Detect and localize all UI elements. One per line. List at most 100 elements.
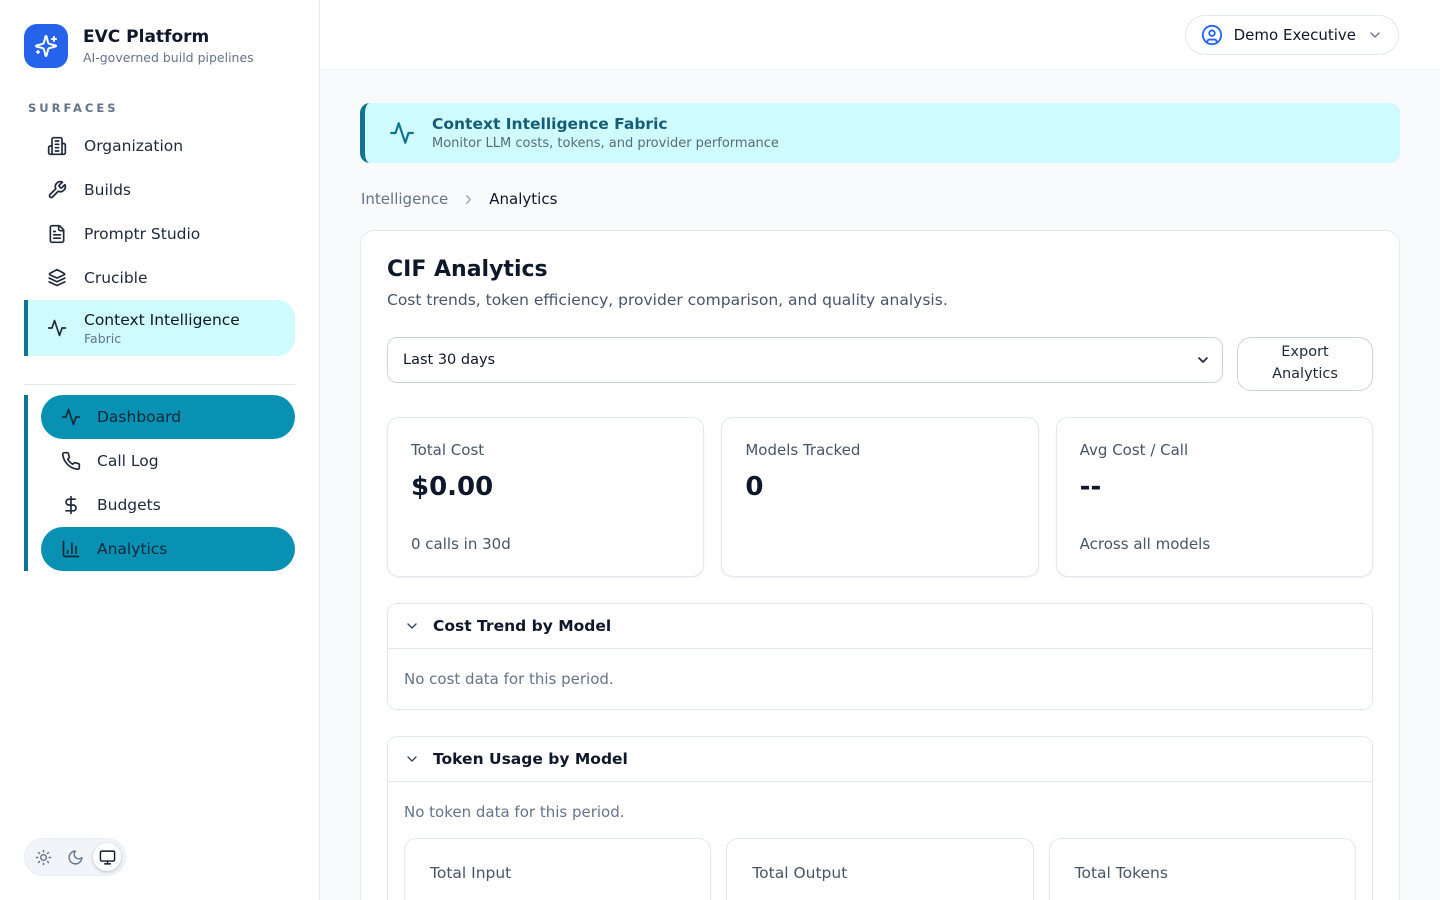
brand-name: EVC Platform — [83, 27, 210, 47]
sidebar-item-organization[interactable]: Organization — [24, 124, 295, 168]
brand-text: EVC Platform AI-governed build pipelines — [83, 27, 254, 65]
activity-icon — [389, 120, 415, 146]
stat-label: Models Tracked — [745, 440, 861, 459]
wrench-icon — [47, 180, 67, 200]
sidebar-item-promptr-studio[interactable]: Promptr Studio — [24, 212, 295, 256]
user-circle-icon — [1201, 24, 1223, 46]
date-range-select-wrap: Last 30 days — [387, 337, 1223, 391]
sidebar-item-label: Dashboard — [97, 408, 182, 426]
empty-state-message: No token data for this period. — [404, 802, 625, 821]
date-range-select[interactable]: Last 30 days — [387, 337, 1223, 383]
stat-label: Total Cost — [411, 440, 485, 459]
sidebar-item-sublabel: Fabric — [84, 330, 122, 346]
brand: EVC Platform AI-governed build pipelines — [0, 0, 319, 92]
token-usage-section: Token Usage by Model No token data for t… — [387, 735, 1373, 900]
sidebar-divider — [24, 384, 295, 385]
dollar-icon — [61, 495, 81, 515]
stat-card-total-tokens: Total Tokens 0 — [1048, 837, 1356, 900]
stat-value: $0.00 — [411, 471, 494, 502]
monitor-icon — [99, 849, 116, 866]
sidebar: EVC Platform AI-governed build pipelines… — [0, 0, 320, 900]
theme-dark-button[interactable] — [61, 843, 89, 871]
banner-title: Context Intelligence Fabric — [432, 115, 668, 133]
stat-card-avg-cost-per-call: Avg Cost / Call -- Across all models — [1055, 416, 1373, 577]
user-menu-label: Demo Executive — [1233, 25, 1356, 44]
page-content: Context Intelligence Fabric Monitor LLM … — [320, 70, 1440, 900]
bar-chart-icon — [61, 539, 81, 559]
banner-subtitle: Monitor LLM costs, tokens, and provider … — [432, 136, 779, 151]
token-usage-section-header[interactable]: Token Usage by Model — [388, 737, 1372, 782]
sidebar-item-label: Promptr Studio — [84, 225, 201, 243]
stat-note: Across all models — [1079, 534, 1211, 553]
analytics-controls: Last 30 days Export Analytics — [387, 337, 1373, 391]
sidebar-item-label: Crucible — [84, 269, 148, 287]
stat-cards: Total Cost $0.00 0 calls in 30d Models T… — [387, 416, 1373, 577]
theme-light-button[interactable] — [29, 843, 57, 871]
activity-icon — [61, 407, 81, 427]
stat-value: 0 — [1075, 897, 1330, 900]
sidebar-item-label: Builds — [84, 181, 131, 199]
breadcrumb: Intelligence Analytics — [361, 190, 1399, 208]
token-stat-cards: Total Input 0 Total Output 0 Total Token… — [404, 837, 1356, 900]
sidebar-item-builds[interactable]: Builds — [24, 168, 295, 212]
sidebar-item-budgets[interactable]: Budgets — [41, 483, 295, 527]
page-title: CIF Analytics — [387, 257, 548, 282]
section-title: Token Usage by Model — [433, 749, 628, 768]
stat-value: 0 — [745, 471, 764, 502]
chevron-right-icon — [461, 192, 476, 207]
surfaces-nav: Organization Builds Promptr Studio Cruci… — [0, 124, 319, 356]
page-subtitle: Cost trends, token efficiency, provider … — [387, 291, 948, 309]
stat-label: Total Input — [430, 863, 512, 882]
stat-value: -- — [1079, 471, 1102, 502]
user-menu-button[interactable]: Demo Executive — [1184, 14, 1399, 55]
topbar: Demo Executive — [320, 0, 1440, 70]
token-usage-section-body: No token data for this period. Total Inp… — [388, 782, 1372, 900]
stat-value: 0 — [430, 897, 685, 900]
chevron-down-icon — [404, 618, 420, 634]
breadcrumb-parent-link[interactable]: Intelligence — [361, 190, 449, 208]
sidebar-item-text: Context Intelligence Fabric — [84, 311, 240, 346]
sidebar-footer — [0, 814, 319, 900]
surfaces-section-label: SURFACES — [28, 101, 119, 115]
context-fabric-banner: Context Intelligence Fabric Monitor LLM … — [360, 103, 1400, 163]
theme-system-button[interactable] — [93, 843, 121, 871]
intelligence-subnav: Dashboard Call Log Budgets Analytics — [24, 395, 295, 571]
sidebar-item-crucible[interactable]: Crucible — [24, 256, 295, 300]
stat-note: 0 calls in 30d — [411, 534, 511, 553]
sidebar-item-context-intelligence[interactable]: Context Intelligence Fabric — [24, 300, 295, 356]
stat-label: Total Output — [752, 863, 848, 882]
stat-label: Total Tokens — [1074, 863, 1168, 882]
empty-state-message: No cost data for this period. — [404, 669, 614, 688]
breadcrumb-current: Analytics — [489, 190, 558, 208]
theme-toggle — [24, 838, 126, 876]
layers-icon — [47, 268, 67, 288]
sidebar-item-label: Context Intelligence — [84, 310, 240, 329]
section-title: Cost Trend by Model — [433, 616, 612, 635]
banner-text: Context Intelligence Fabric Monitor LLM … — [432, 115, 779, 151]
cost-trend-section-body: No cost data for this period. — [388, 649, 1372, 709]
stat-card-total-cost: Total Cost $0.00 0 calls in 30d — [387, 416, 705, 577]
chevron-down-icon — [1367, 27, 1383, 43]
stat-card-total-output: Total Output 0 — [726, 837, 1034, 900]
sidebar-item-label: Analytics — [97, 540, 168, 558]
sparkles-logo-icon — [24, 24, 68, 68]
main-area: Demo Executive Context Intelligence Fabr… — [320, 0, 1440, 900]
cif-analytics-card: CIF Analytics Cost trends, token efficie… — [360, 230, 1400, 900]
stat-label: Avg Cost / Call — [1079, 440, 1189, 459]
brand-tagline: AI-governed build pipelines — [83, 50, 254, 65]
cost-trend-section: Cost Trend by Model No cost data for thi… — [387, 602, 1373, 710]
sidebar-item-call-log[interactable]: Call Log — [41, 439, 295, 483]
activity-icon — [47, 318, 67, 338]
cost-trend-section-header[interactable]: Cost Trend by Model — [388, 604, 1372, 649]
sidebar-item-analytics[interactable]: Analytics — [41, 527, 295, 571]
stat-value: 0 — [752, 897, 1007, 900]
chevron-down-icon — [404, 751, 420, 767]
moon-icon — [67, 849, 84, 866]
stat-card-total-input: Total Input 0 — [404, 837, 712, 900]
sidebar-item-dashboard[interactable]: Dashboard — [41, 395, 295, 439]
building-icon — [47, 136, 67, 156]
file-text-icon — [47, 224, 67, 244]
sidebar-item-label: Call Log — [97, 452, 159, 470]
export-analytics-button[interactable]: Export Analytics — [1237, 337, 1373, 391]
